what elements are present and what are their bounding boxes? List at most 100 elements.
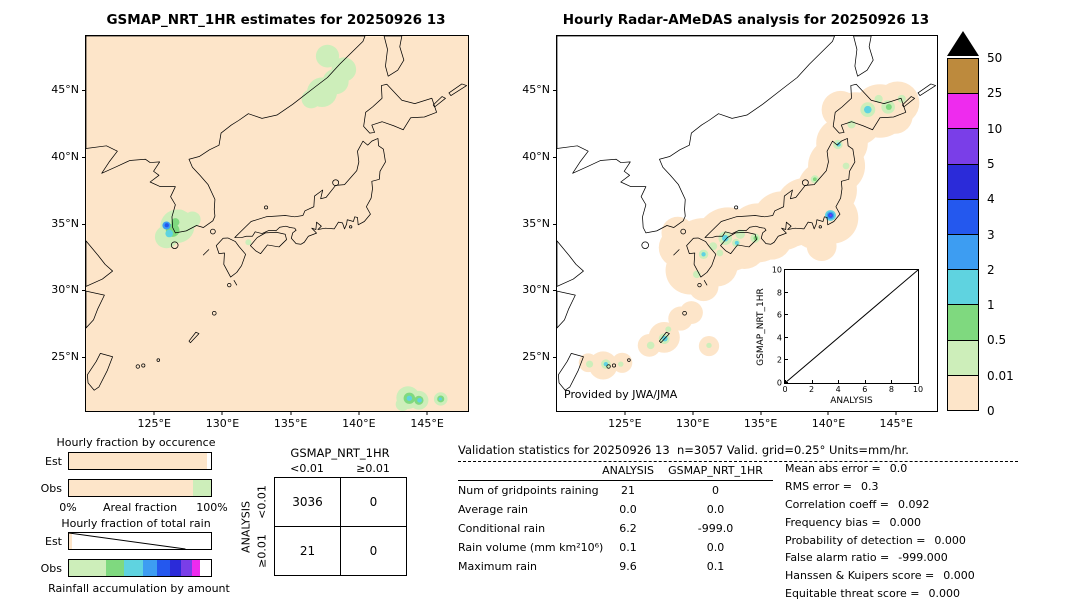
- score-line: Probability of detection = 0.000: [785, 531, 1018, 549]
- precip-blob: [245, 239, 252, 246]
- stats-divider: [458, 461, 1018, 462]
- stats-row: Conditional rain 6.2 -999.0: [458, 519, 773, 538]
- score-label: Hanssen & Kuipers score =: [785, 569, 935, 583]
- precip-blob: [438, 397, 442, 401]
- contingency-row-label-ge: ≥0.01: [255, 534, 269, 568]
- inset-x-axis-label: ANALYSIS: [830, 396, 873, 406]
- stat-value-gsmap: 0.0: [706, 503, 725, 516]
- total-rain-obs-bar: [68, 559, 212, 577]
- precip-blob: [315, 44, 340, 68]
- contingency-col-label-lt: <0.01: [290, 462, 324, 475]
- x-tick-mark: [827, 411, 829, 415]
- stat-value-gsmap: 0: [712, 484, 719, 497]
- inset-x-tick-label: 6: [862, 385, 868, 394]
- precip-blob: [897, 94, 906, 103]
- y-tick-label: 25°N: [522, 350, 550, 364]
- gsmap-map-svg: [86, 36, 468, 411]
- precip-blob: [722, 235, 729, 242]
- inset-x-tick-mark: [838, 380, 840, 383]
- y-tick-mark: [553, 89, 557, 91]
- y-tick-mark: [82, 156, 86, 158]
- colorbar-segment: [948, 339, 978, 375]
- colorbar-tick-label: 2: [987, 262, 995, 277]
- inset-y-tick-mark: [785, 382, 788, 383]
- y-tick-label: 35°N: [522, 216, 550, 230]
- precip-blob: [173, 209, 187, 222]
- inset-x-tick-mark: [891, 380, 893, 383]
- precip-blob: [716, 249, 724, 257]
- score-line: False alarm ratio = -999.000: [785, 549, 1018, 567]
- y-tick-label: 25°N: [51, 350, 79, 364]
- precip-blob: [836, 142, 841, 147]
- precip-blob: [665, 326, 672, 333]
- contingency-row-label-lt: <0.01: [255, 485, 269, 519]
- x-tick-label: 145°E: [879, 417, 914, 430]
- stat-value-analysis: 21: [621, 484, 635, 497]
- stat-label: Average rain: [458, 503, 528, 516]
- radar-amedas-map: Provided by JWA/JMA ANALYSIS GSMAP_NRT_1…: [522, 35, 938, 430]
- contingency-cell-miss: 21: [274, 526, 341, 576]
- fraction-segment: [142, 560, 157, 576]
- y-tick-label: 40°N: [51, 149, 79, 163]
- precip-blob: [406, 395, 413, 401]
- x-tick-mark: [358, 411, 360, 415]
- precip-blob: [874, 94, 883, 103]
- fraction-segment: [69, 560, 106, 576]
- radar-coverage-blob: [821, 90, 860, 129]
- radar-coverage-blob: [806, 231, 837, 262]
- fraction-segment: [105, 560, 125, 576]
- precip-blob: [184, 211, 201, 228]
- stat-value-analysis: 0.1: [619, 541, 637, 554]
- x-tick-mark: [426, 411, 428, 415]
- occurrence-est-label: Est: [45, 455, 62, 468]
- colorbar-bar: [947, 58, 979, 411]
- score-label: Mean abs error =: [785, 462, 881, 476]
- total-rain-panel-title: Hourly fraction of total rain: [61, 517, 211, 530]
- inset-x-tick-label: 4: [835, 385, 841, 394]
- inset-y-tick-mark: [785, 359, 788, 361]
- total-rain-est-bar: [68, 532, 212, 550]
- fraction-segment: [192, 560, 200, 576]
- colorbar-segment: [948, 269, 978, 305]
- x-tick-label: 125°E: [137, 417, 171, 430]
- stats-row: Num of gridpoints raining 21 0: [458, 481, 773, 500]
- x-tick-mark: [153, 411, 155, 415]
- score-value: 0.000: [928, 586, 960, 600]
- score-value: 0.000: [934, 533, 966, 547]
- y-tick-mark: [82, 89, 86, 91]
- colorbar-tick-label: 3: [987, 227, 995, 242]
- total-rain-obs-label: Obs: [40, 562, 62, 575]
- coastline: [86, 36, 468, 391]
- inset-plot: ANALYSIS GSMAP_NRT_1HR 0 2 4 6 8 10 0 2 4 6 8 10: [756, 266, 923, 407]
- stats-col-gsmap: GSMAP_NRT_1HR: [668, 464, 763, 477]
- x-tick-label: 140°E: [811, 417, 846, 430]
- score-line: Mean abs error = 0.0: [785, 460, 1018, 478]
- precip-blob: [842, 162, 850, 170]
- precip-blob: [417, 398, 422, 403]
- precipitation-layer: [154, 44, 448, 411]
- stat-label: Maximum rain: [458, 560, 537, 573]
- occurrence-obs-label: Obs: [40, 482, 62, 495]
- stat-value-gsmap: 0.1: [706, 560, 725, 573]
- stat-value-analysis: 0.0: [619, 503, 637, 516]
- x-tick-mark: [624, 411, 626, 415]
- contingency-col-label-ge: ≥0.01: [356, 462, 390, 475]
- fraction-segment: [69, 453, 208, 469]
- inset-x-tick-mark: [811, 380, 813, 383]
- colorbar-tick-label: 1: [987, 298, 995, 313]
- colorbar-tick-label: 0.01: [987, 368, 1014, 383]
- score-label: Probability of detection =: [785, 533, 926, 547]
- precip-blob: [706, 342, 712, 349]
- x-tick-label: 145°E: [410, 417, 444, 430]
- data-credit: Provided by JWA/JMA: [564, 388, 678, 401]
- y-tick-mark: [82, 357, 86, 359]
- inset-diagonal-line: [785, 270, 918, 383]
- y-tick-label: 30°N: [522, 283, 550, 297]
- colorbar-segment: [948, 163, 978, 199]
- stat-value-gsmap: -999.0: [697, 522, 734, 535]
- inset-y-tick-mark: [785, 314, 788, 316]
- precip-blob: [164, 223, 169, 228]
- x-tick-mark: [895, 411, 897, 415]
- inset-y-tick-label: 8: [776, 288, 782, 298]
